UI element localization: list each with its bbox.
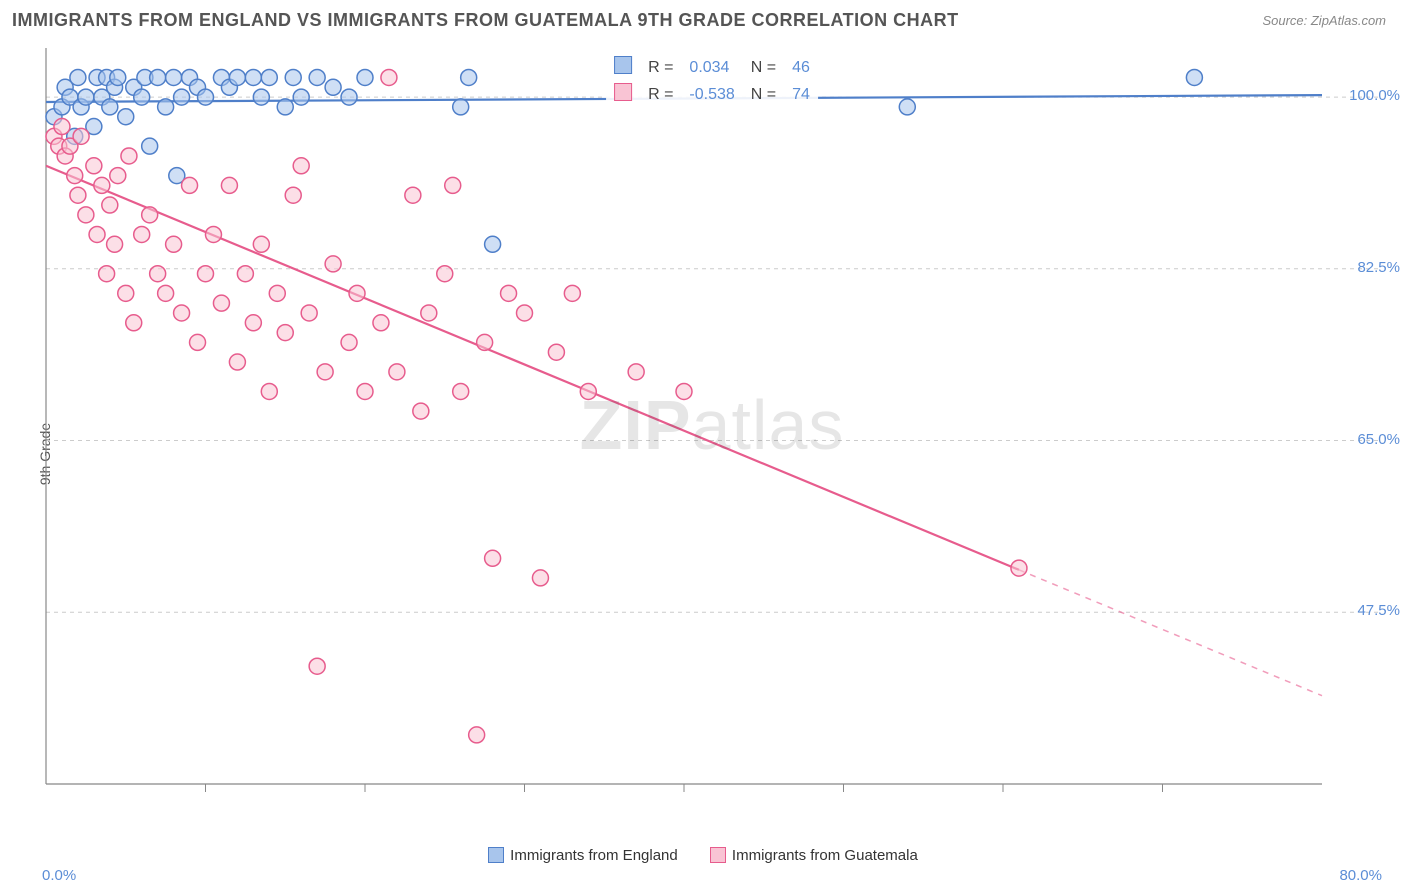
stats-n-label: N = <box>743 54 784 81</box>
plot-area: ZIPatlas R = 0.034 N = 46 R = -0.538 N =… <box>42 44 1382 814</box>
stats-swatch-icon <box>614 56 632 74</box>
source-label: Source: ZipAtlas.com <box>1262 13 1386 28</box>
stats-row-guatemala: R = -0.538 N = 74 <box>606 81 818 108</box>
stats-r-value: -0.538 <box>681 81 742 108</box>
stats-swatch-icon <box>614 83 632 101</box>
legend-label: Immigrants from England <box>510 847 678 864</box>
x-tick-label: 0.0% <box>42 867 76 884</box>
legend-swatch-icon <box>488 847 504 863</box>
legend-item-england: Immigrants from England <box>488 847 678 864</box>
stats-n-value: 74 <box>784 81 818 108</box>
stats-r-label: R = <box>640 81 681 108</box>
y-tick-label: 82.5% <box>1357 259 1400 276</box>
chart-title: IMMIGRANTS FROM ENGLAND VS IMMIGRANTS FR… <box>12 10 959 31</box>
legend-swatch-icon <box>710 847 726 863</box>
stats-row-england: R = 0.034 N = 46 <box>606 54 818 81</box>
legend-label: Immigrants from Guatemala <box>732 847 918 864</box>
stats-n-value: 46 <box>784 54 818 81</box>
stats-n-label: N = <box>743 81 784 108</box>
x-tick-label: 80.0% <box>1339 867 1382 884</box>
y-tick-label: 47.5% <box>1357 602 1400 619</box>
chart-header: IMMIGRANTS FROM ENGLAND VS IMMIGRANTS FR… <box>0 0 1406 39</box>
scatter-chart-svg <box>42 44 1382 814</box>
stats-r-value: 0.034 <box>681 54 742 81</box>
legend-item-guatemala: Immigrants from Guatemala <box>710 847 918 864</box>
stats-legend-box: R = 0.034 N = 46 R = -0.538 N = 74 <box>606 54 818 108</box>
chart-area: 9th Grade ZIPatlas R = 0.034 N = 46 R = … <box>0 39 1406 869</box>
y-tick-label: 65.0% <box>1357 431 1400 448</box>
stats-r-label: R = <box>640 54 681 81</box>
legend-bottom: Immigrants from England Immigrants from … <box>0 847 1406 868</box>
y-tick-label: 100.0% <box>1349 87 1400 104</box>
y-axis-tick-labels: 100.0% 82.5% 65.0% 47.5% <box>1340 44 1400 814</box>
